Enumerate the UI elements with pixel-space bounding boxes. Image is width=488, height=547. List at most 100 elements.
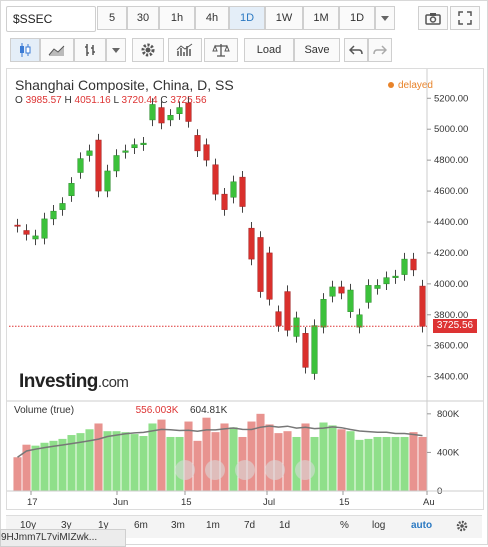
interval-dropdown[interactable]: 1D <box>339 6 375 30</box>
bars-style-button[interactable] <box>74 38 106 62</box>
range-1m[interactable]: 1m <box>206 520 220 531</box>
low-label: L <box>113 95 119 106</box>
gear-icon[interactable] <box>456 520 468 532</box>
candle-up[interactable] <box>131 144 138 149</box>
compare-button[interactable] <box>204 38 238 62</box>
candle-up[interactable] <box>104 170 111 192</box>
candle-up[interactable] <box>383 277 390 285</box>
candle-up[interactable] <box>176 107 183 114</box>
x-tick-label: Au <box>423 497 435 508</box>
candle-up[interactable] <box>329 286 336 297</box>
volume-bar-up <box>121 432 130 491</box>
range-10y[interactable]: 10y <box>20 520 37 531</box>
candle-up[interactable] <box>365 285 372 303</box>
candle-up[interactable] <box>86 150 93 156</box>
high-label: H <box>64 95 72 106</box>
candle-up[interactable] <box>401 258 408 275</box>
candle-up[interactable] <box>113 155 120 172</box>
volume-bar-up <box>76 433 85 491</box>
candle-down[interactable] <box>185 102 192 122</box>
candle-down[interactable] <box>158 107 165 124</box>
chart-style-dropdown[interactable] <box>106 38 126 62</box>
save-button[interactable]: Save <box>294 38 340 62</box>
candle-down[interactable] <box>302 333 309 368</box>
area-style-button[interactable] <box>40 38 74 62</box>
fullscreen-button[interactable] <box>450 6 480 30</box>
load-button[interactable]: Load <box>244 38 294 62</box>
zoom-in-button[interactable] <box>265 460 285 480</box>
range-1y[interactable]: 1y <box>98 520 109 531</box>
candle-down[interactable] <box>221 193 228 210</box>
candle-down[interactable] <box>266 252 273 300</box>
volume-bar-up <box>31 445 40 491</box>
candle-down[interactable] <box>338 286 345 294</box>
candle-down[interactable] <box>212 164 219 195</box>
interval-1d[interactable]: 1D <box>229 6 265 30</box>
candle-down[interactable] <box>284 291 291 331</box>
status-url: 9HJmm7L7viMIZwk... <box>0 529 126 547</box>
range-3y[interactable]: 3y <box>61 520 72 531</box>
interval-dropdown-chevron[interactable] <box>375 6 395 30</box>
range-6m[interactable]: 6m <box>134 520 148 531</box>
log-scale-toggle[interactable]: log <box>372 520 386 531</box>
indicators-button[interactable] <box>168 38 202 62</box>
candle-up[interactable] <box>230 181 237 198</box>
chart-panel[interactable]: Shanghai Composite, China, D, SS O 3985.… <box>6 68 484 510</box>
reset-button[interactable] <box>235 460 255 480</box>
candles-style-button[interactable] <box>10 38 40 62</box>
screenshot-button[interactable] <box>418 6 448 30</box>
symbol-input[interactable]: $SSEC <box>6 6 96 32</box>
candle-up[interactable] <box>50 210 57 220</box>
candle-down[interactable] <box>419 285 426 327</box>
candle-up[interactable] <box>77 158 84 173</box>
redo-button[interactable] <box>368 38 392 62</box>
candle-up[interactable] <box>293 317 300 337</box>
volume-bar-up <box>364 438 373 491</box>
candle-down[interactable] <box>275 311 282 326</box>
candle-down[interactable] <box>23 230 30 235</box>
interval-4h[interactable]: 4h <box>195 6 229 30</box>
settings-button[interactable] <box>132 38 164 62</box>
candle-up[interactable] <box>347 289 354 312</box>
candle-up[interactable] <box>374 285 381 289</box>
range-3m[interactable]: 3m <box>171 520 185 531</box>
candle-up[interactable] <box>356 314 363 328</box>
interval-1m[interactable]: 1M <box>303 6 339 30</box>
interval-1w[interactable]: 1W <box>265 6 303 30</box>
candle-down[interactable] <box>194 135 201 152</box>
percent-scale-toggle[interactable]: % <box>340 520 349 531</box>
auto-scale-toggle[interactable]: auto <box>411 520 433 531</box>
candle-up[interactable] <box>32 235 39 240</box>
candle-down[interactable] <box>410 258 417 271</box>
range-1d[interactable]: 1d <box>279 520 291 531</box>
candle-up[interactable] <box>68 183 75 196</box>
candle-up[interactable] <box>167 115 174 121</box>
range-7d[interactable]: 7d <box>244 520 256 531</box>
candle-down[interactable] <box>203 144 210 161</box>
candle-up[interactable] <box>122 150 129 153</box>
candle-up[interactable] <box>320 299 327 328</box>
candle-down[interactable] <box>239 176 246 207</box>
scroll-right-button[interactable] <box>295 460 315 480</box>
interval-1h[interactable]: 1h <box>159 6 195 30</box>
candle-up[interactable] <box>140 142 147 145</box>
candle-down[interactable] <box>95 139 102 192</box>
candle-up[interactable] <box>311 325 318 374</box>
candle-up[interactable] <box>59 203 66 210</box>
candle-down[interactable] <box>248 227 255 260</box>
volume-bar-up <box>400 436 409 491</box>
volume-bar-up <box>292 436 301 491</box>
candlestick-plot[interactable]: 5200.00 5000.00 4800.00 4600.00 4400.00 4200.… <box>7 69 483 509</box>
candle-up[interactable] <box>149 104 156 121</box>
candle-down[interactable] <box>14 224 21 227</box>
candle-up[interactable] <box>41 218 48 239</box>
candle-down[interactable] <box>257 237 264 292</box>
volume-label: Volume (true) <box>14 405 75 416</box>
interval-5[interactable]: 5 <box>97 6 127 30</box>
candle-up[interactable] <box>392 275 399 278</box>
zoom-out-button[interactable] <box>205 460 225 480</box>
scroll-left-button[interactable] <box>175 460 195 480</box>
interval-30[interactable]: 30 <box>127 6 159 30</box>
undo-button[interactable] <box>344 38 368 62</box>
x-tick-label: Jul <box>263 497 275 508</box>
